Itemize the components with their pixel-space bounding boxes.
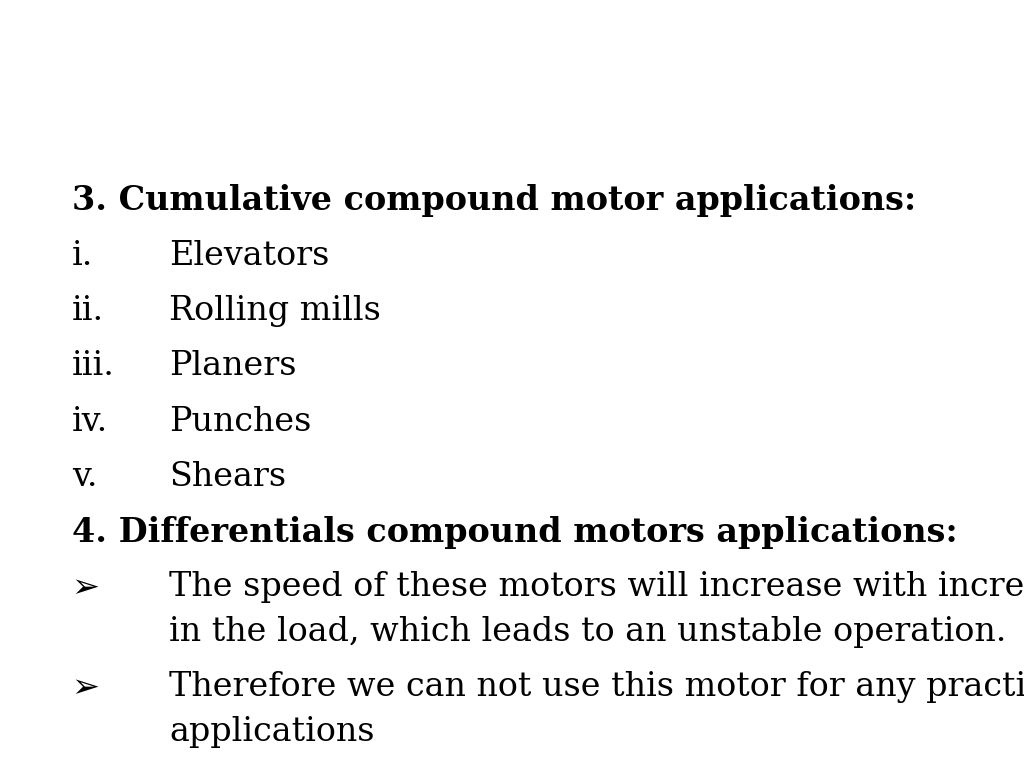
Text: ➢: ➢ (72, 571, 99, 604)
Text: v.: v. (72, 461, 97, 493)
Text: ➢: ➢ (72, 671, 99, 704)
Text: 4. Differentials compound motors applications:: 4. Differentials compound motors applica… (72, 516, 957, 549)
Text: in the load, which leads to an unstable operation.: in the load, which leads to an unstable … (169, 616, 1007, 648)
Text: Planers: Planers (169, 350, 297, 382)
Text: iv.: iv. (72, 406, 108, 438)
Text: applications: applications (169, 716, 375, 748)
Text: Elevators: Elevators (169, 240, 330, 272)
Text: Rolling mills: Rolling mills (169, 295, 381, 327)
Text: i.: i. (72, 240, 93, 272)
Text: iii.: iii. (72, 350, 115, 382)
Text: Shears: Shears (169, 461, 286, 493)
Text: 3. Cumulative compound motor applications:: 3. Cumulative compound motor application… (72, 184, 915, 217)
Text: Punches: Punches (169, 406, 311, 438)
Text: Therefore we can not use this motor for any practical: Therefore we can not use this motor for … (169, 671, 1024, 703)
Text: The speed of these motors will increase with increase: The speed of these motors will increase … (169, 571, 1024, 604)
Text: ii.: ii. (72, 295, 103, 327)
